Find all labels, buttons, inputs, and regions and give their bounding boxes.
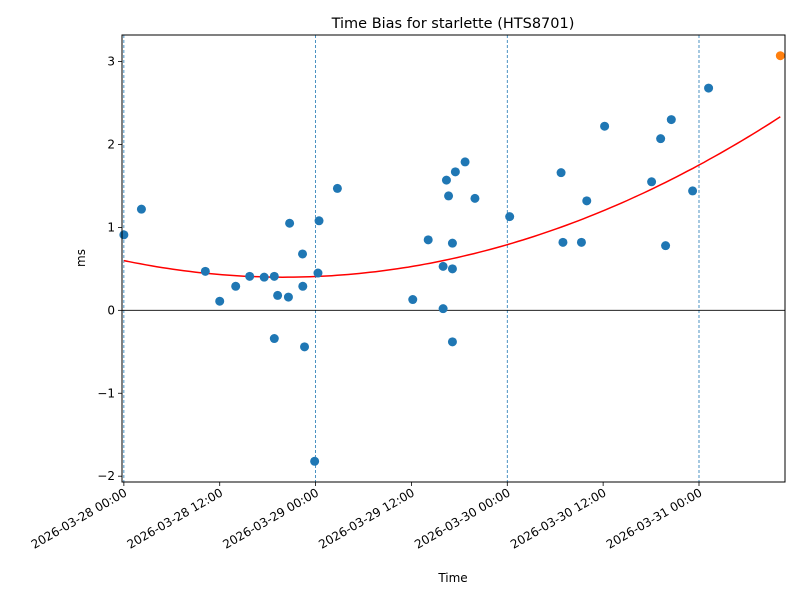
data-point [666, 115, 676, 125]
data-point [704, 83, 714, 93]
fit-curve-layer [123, 116, 781, 278]
data-point [600, 121, 610, 131]
data-point [558, 237, 568, 247]
data-point [269, 334, 279, 344]
data-point [447, 238, 457, 248]
chart-title: Time Bias for starlette (HTS8701) [331, 16, 575, 32]
data-point [269, 271, 279, 281]
y-tick-label: 2 [107, 137, 115, 151]
y-tick-label: −1 [97, 386, 115, 400]
data-point [285, 218, 295, 228]
data-point [661, 241, 671, 251]
y-axis-ticks: −2 −1 0 1 2 3 [97, 55, 122, 483]
y-tick-label: −2 [97, 469, 115, 483]
data-point [656, 134, 666, 144]
data-point [447, 264, 457, 274]
data-point [136, 204, 146, 214]
data-point [441, 175, 451, 185]
latest-point-layer [775, 51, 785, 61]
data-point [470, 193, 480, 203]
data-point [688, 186, 698, 196]
data-point [200, 266, 210, 276]
data-point [245, 271, 255, 281]
fit-curve [123, 116, 781, 278]
data-point [438, 304, 448, 314]
data-point [423, 235, 433, 245]
data-point [408, 295, 418, 305]
data-point [119, 230, 129, 240]
data-point [444, 191, 454, 201]
data-point [450, 167, 460, 177]
y-tick-label: 1 [107, 220, 115, 234]
latest-point [775, 51, 785, 61]
data-point [582, 196, 592, 206]
data-point [438, 261, 448, 271]
data-point [505, 212, 515, 222]
data-point [314, 216, 324, 226]
y-tick-label: 3 [107, 55, 115, 69]
data-point [576, 237, 586, 247]
data-point [259, 272, 269, 282]
data-point [447, 337, 457, 347]
plot-area [119, 34, 786, 483]
data-point [273, 290, 283, 300]
data-point [300, 342, 310, 352]
guide-lines [122, 35, 785, 482]
data-point [460, 157, 470, 167]
y-axis-label: ms [74, 249, 88, 267]
data-point [647, 177, 657, 187]
data-point [298, 249, 308, 259]
data-point [310, 456, 320, 466]
plot-frame [121, 34, 786, 483]
data-point [215, 296, 225, 306]
data-point [313, 268, 323, 278]
y-tick-label: 0 [107, 303, 115, 317]
data-point [556, 168, 566, 178]
data-point [298, 281, 308, 291]
x-axis-label: Time [437, 571, 467, 585]
data-point [332, 183, 342, 193]
data-point [283, 292, 293, 302]
data-point [231, 281, 241, 291]
data-points-layer [119, 83, 714, 466]
